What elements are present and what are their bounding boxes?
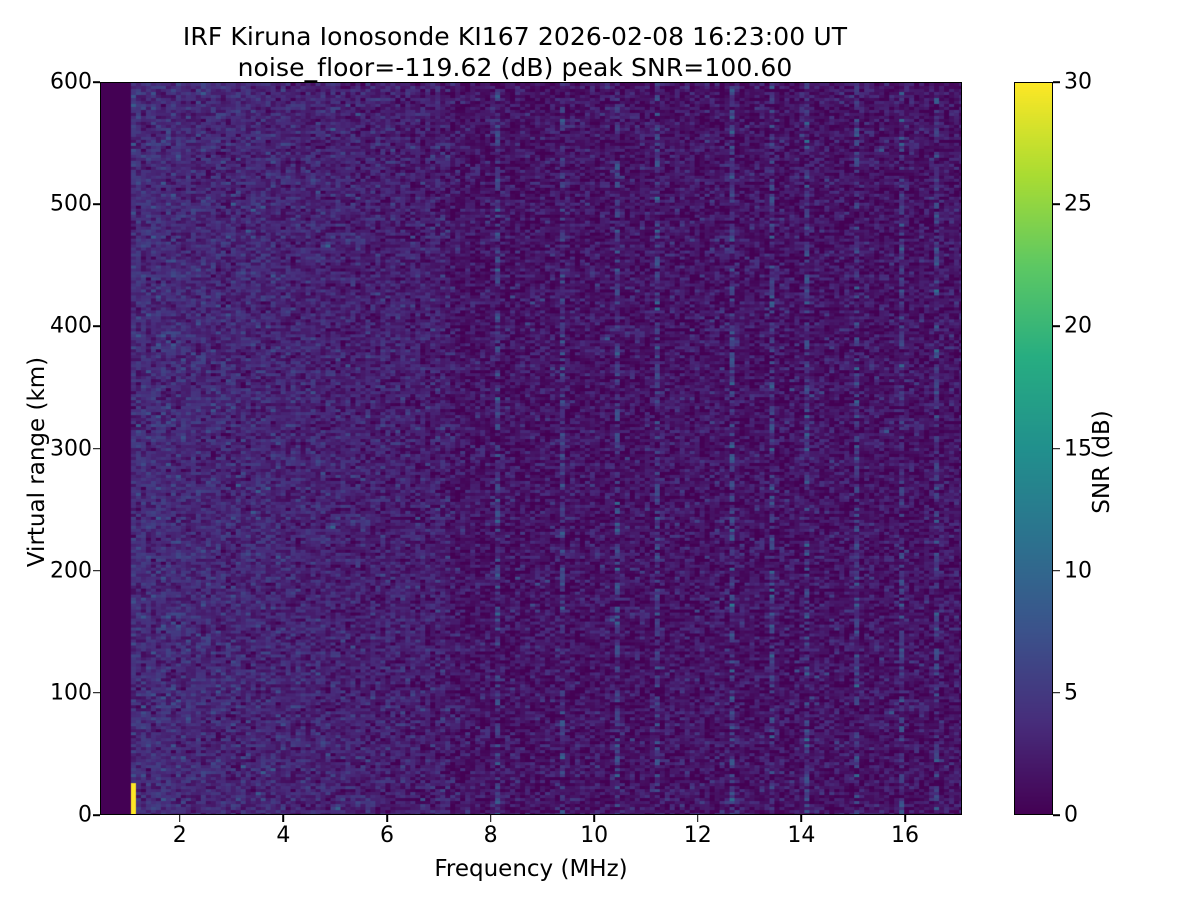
x-tick-mark	[593, 815, 595, 822]
colorbar	[1014, 82, 1053, 815]
x-tick-label: 6	[379, 823, 394, 848]
ionogram-plot-area	[100, 82, 962, 815]
y-tick-label: 500	[50, 191, 92, 217]
x-axis-label: Frequency (MHz)	[434, 856, 628, 882]
colorbar-label: SNR (dB)	[1089, 410, 1115, 514]
y-tick-label: 200	[50, 558, 92, 584]
colorbar-tick-label: 30	[1064, 69, 1092, 95]
colorbar-tick-label: 5	[1064, 680, 1078, 706]
colorbar-tick-mark	[1053, 203, 1060, 205]
x-tick-mark	[282, 815, 285, 822]
x-tick-mark	[386, 815, 388, 822]
x-tick-mark	[178, 815, 181, 822]
y-tick-label: 600	[50, 69, 92, 95]
colorbar-tick-mark	[1053, 325, 1060, 328]
y-tick-label: 300	[50, 436, 92, 461]
colorbar-tick-mark	[1053, 692, 1060, 694]
x-tick-label: 16	[891, 823, 920, 848]
colorbar-tick-label: 25	[1064, 191, 1092, 217]
page-subtitle: noise_floor=-119.62 (dB) peak SNR=100.60	[237, 53, 793, 82]
colorbar-tick-label: 0	[1064, 802, 1078, 828]
colorbar-gradient	[1015, 83, 1052, 814]
y-tick-mark	[93, 325, 100, 328]
colorbar-tick-label: 10	[1064, 558, 1092, 584]
colorbar-tick-mark	[1053, 569, 1060, 572]
y-tick-mark	[93, 569, 100, 572]
page-title: IRF Kiruna Ionosonde KI167 2026-02-08 16…	[182, 22, 848, 51]
y-tick-label: 400	[50, 313, 92, 339]
colorbar-tick-mark	[1053, 814, 1060, 816]
y-tick-mark	[93, 692, 100, 694]
y-axis-label: Virtual range (km)	[24, 356, 50, 568]
y-tick-mark	[93, 203, 100, 205]
x-tick-label: 14	[787, 823, 816, 848]
y-tick-mark	[93, 447, 100, 450]
x-tick-label: 12	[683, 823, 712, 848]
x-tick-mark	[489, 815, 492, 822]
x-tick-label: 4	[276, 823, 291, 848]
colorbar-tick-mark	[1053, 447, 1060, 450]
x-tick-label: 8	[483, 823, 498, 848]
colorbar-tick-mark	[1053, 81, 1060, 83]
x-tick-mark	[800, 815, 803, 822]
y-tick-mark	[93, 81, 100, 83]
x-tick-label: 10	[580, 823, 609, 848]
y-tick-label: 100	[50, 680, 92, 706]
colorbar-tick-label: 20	[1064, 313, 1092, 339]
x-tick-mark	[697, 815, 699, 822]
y-tick-mark	[93, 814, 100, 816]
x-tick-mark	[904, 815, 906, 822]
x-tick-label: 2	[172, 823, 187, 848]
y-tick-label: 0	[78, 802, 92, 828]
colorbar-tick-label: 15	[1064, 436, 1092, 461]
ionogram-heatmap	[101, 83, 961, 814]
